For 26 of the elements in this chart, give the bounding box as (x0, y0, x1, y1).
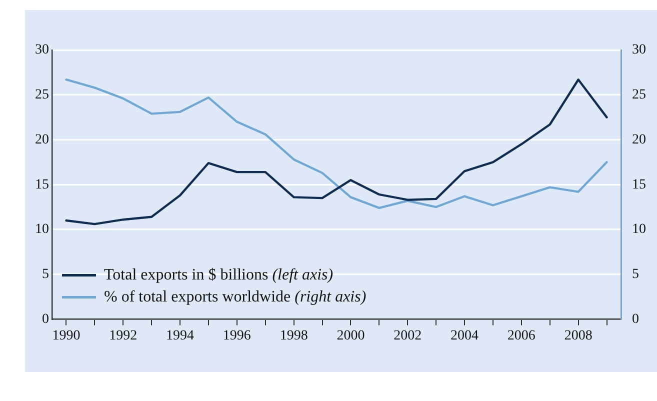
y-tick-label: 5 (42, 267, 49, 282)
y2-tick-label: 30 (632, 42, 646, 58)
x-tick-label: 1994 (166, 328, 194, 344)
y2-tick-label: 20 (632, 132, 646, 148)
y-tick-label: 10 (35, 222, 49, 238)
x-tick-label: 2000 (336, 328, 365, 344)
legend-label: % of total exports worldwide (right axis) (104, 288, 366, 306)
x-tick-label: 1990 (52, 328, 80, 344)
y2-tick-label: 10 (632, 222, 646, 238)
legend-label: Total exports in $ billions (left axis) (104, 266, 334, 284)
y-tick-label: 15 (35, 177, 49, 192)
y2-tick-label: 15 (632, 177, 646, 192)
y-tick-label: 0 (42, 312, 49, 327)
y2-tick-label: 0 (632, 312, 639, 327)
y2-tick-label: 25 (632, 88, 646, 103)
x-tick-label: 2008 (564, 328, 592, 344)
y-tick-label: 30 (35, 42, 49, 58)
x-tick-label: 2004 (450, 328, 479, 344)
x-tick-label: 1992 (109, 328, 138, 344)
x-tick-label: 2002 (394, 328, 422, 344)
y2-tick-label: 5 (632, 267, 639, 282)
x-tick-label: 1996 (222, 328, 251, 344)
x-tick-label: 2006 (507, 328, 536, 344)
y-tick-label: 20 (35, 132, 49, 148)
y-tick-label: 25 (35, 88, 49, 103)
x-tick-label: 1998 (280, 328, 308, 344)
